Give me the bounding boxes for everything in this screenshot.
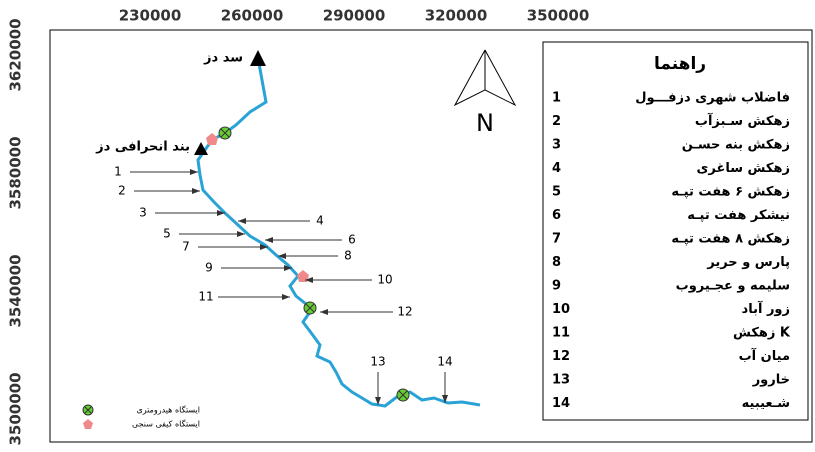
point-label: 13 xyxy=(370,355,385,369)
legend-number: 14 xyxy=(552,396,570,411)
y-tick-label: 3620000 xyxy=(7,18,25,91)
legend-number: 2 xyxy=(552,114,561,129)
dam-label: سد دز xyxy=(203,51,243,66)
legend-name: زور آباد xyxy=(742,300,790,317)
north-label: N xyxy=(476,109,494,137)
legend-number: 3 xyxy=(552,138,561,153)
y-tick-label: 3500000 xyxy=(7,372,25,445)
point-label: 8 xyxy=(344,249,352,263)
map-frame xyxy=(49,29,813,443)
legend-number: 12 xyxy=(552,349,570,364)
point-label: 3 xyxy=(139,206,147,220)
legend-number: 8 xyxy=(552,255,561,270)
legend-number: 10 xyxy=(552,302,570,317)
north-arrow: N xyxy=(453,49,517,137)
point-label: 5 xyxy=(163,227,171,241)
legend-name: زهکش سـبزآب xyxy=(695,112,790,129)
point-label: 7 xyxy=(182,240,190,254)
point-label: 9 xyxy=(205,261,213,275)
legend-name: زهکش ۶ هفت تپـه xyxy=(671,185,790,200)
point-label: 6 xyxy=(348,233,356,247)
legend-name: فاضلاب شهری دزفـــول xyxy=(635,91,790,106)
legend-name: پارس و حریر xyxy=(706,255,790,270)
legend-number: 4 xyxy=(552,161,561,176)
legend-name: زهکش K xyxy=(733,326,791,341)
point-label: 1 xyxy=(114,165,122,179)
point-label: 10 xyxy=(377,273,392,287)
point-label: 4 xyxy=(316,214,324,228)
point-label: 2 xyxy=(118,184,126,198)
legend-number: 13 xyxy=(552,373,570,388)
station-legend: ایستگاه هیدرومتری ایستگاه کیفی سنجی xyxy=(82,404,200,429)
legend-name: زهکش بنه حسـن xyxy=(682,138,790,153)
point-label: 14 xyxy=(437,355,452,369)
hydrometric-stations xyxy=(218,126,410,402)
diversion-dam-icon xyxy=(194,142,208,155)
legend-number: 1 xyxy=(552,91,561,106)
legend-name: زهکش ساغری xyxy=(696,161,790,176)
station-legend-label: ایستگاه کیفی سنجی xyxy=(132,419,200,429)
legend-number: 9 xyxy=(552,279,561,294)
legend-name: سلیمه و عجـیروب xyxy=(676,279,790,294)
legend-number: 5 xyxy=(552,185,561,200)
x-tick-label: 290000 xyxy=(323,7,386,25)
station-legend-label: ایستگاه هیدرومتری xyxy=(136,405,200,415)
x-tick-label: 350000 xyxy=(527,7,590,25)
dam-icon xyxy=(250,50,266,66)
legend-name: خارور xyxy=(752,373,790,388)
legend-name: زهکش ۸ هفت تپـه xyxy=(671,232,790,247)
legend-number: 6 xyxy=(552,208,561,223)
legend-box xyxy=(542,41,809,421)
y-tick-label: 3540000 xyxy=(7,254,25,327)
legend-name: شـعیبیه xyxy=(742,396,790,411)
legend-title: راهنما xyxy=(654,54,706,74)
legend-name: میان آب xyxy=(739,347,790,364)
river xyxy=(196,57,481,408)
legend-number: 11 xyxy=(552,326,570,341)
point-label: 11 xyxy=(198,290,213,304)
x-tick-label: 320000 xyxy=(425,7,488,25)
y-tick-label: 3580000 xyxy=(7,136,25,209)
legend-number: 7 xyxy=(552,232,561,247)
x-tick-label: 260000 xyxy=(221,7,284,25)
diversion-dam-label: بند انحرافی دز xyxy=(95,140,190,155)
point-label: 12 xyxy=(397,305,412,319)
x-tick-label: 230000 xyxy=(119,7,182,25)
legend-name: نیشکر هفت تپـه xyxy=(687,208,790,223)
